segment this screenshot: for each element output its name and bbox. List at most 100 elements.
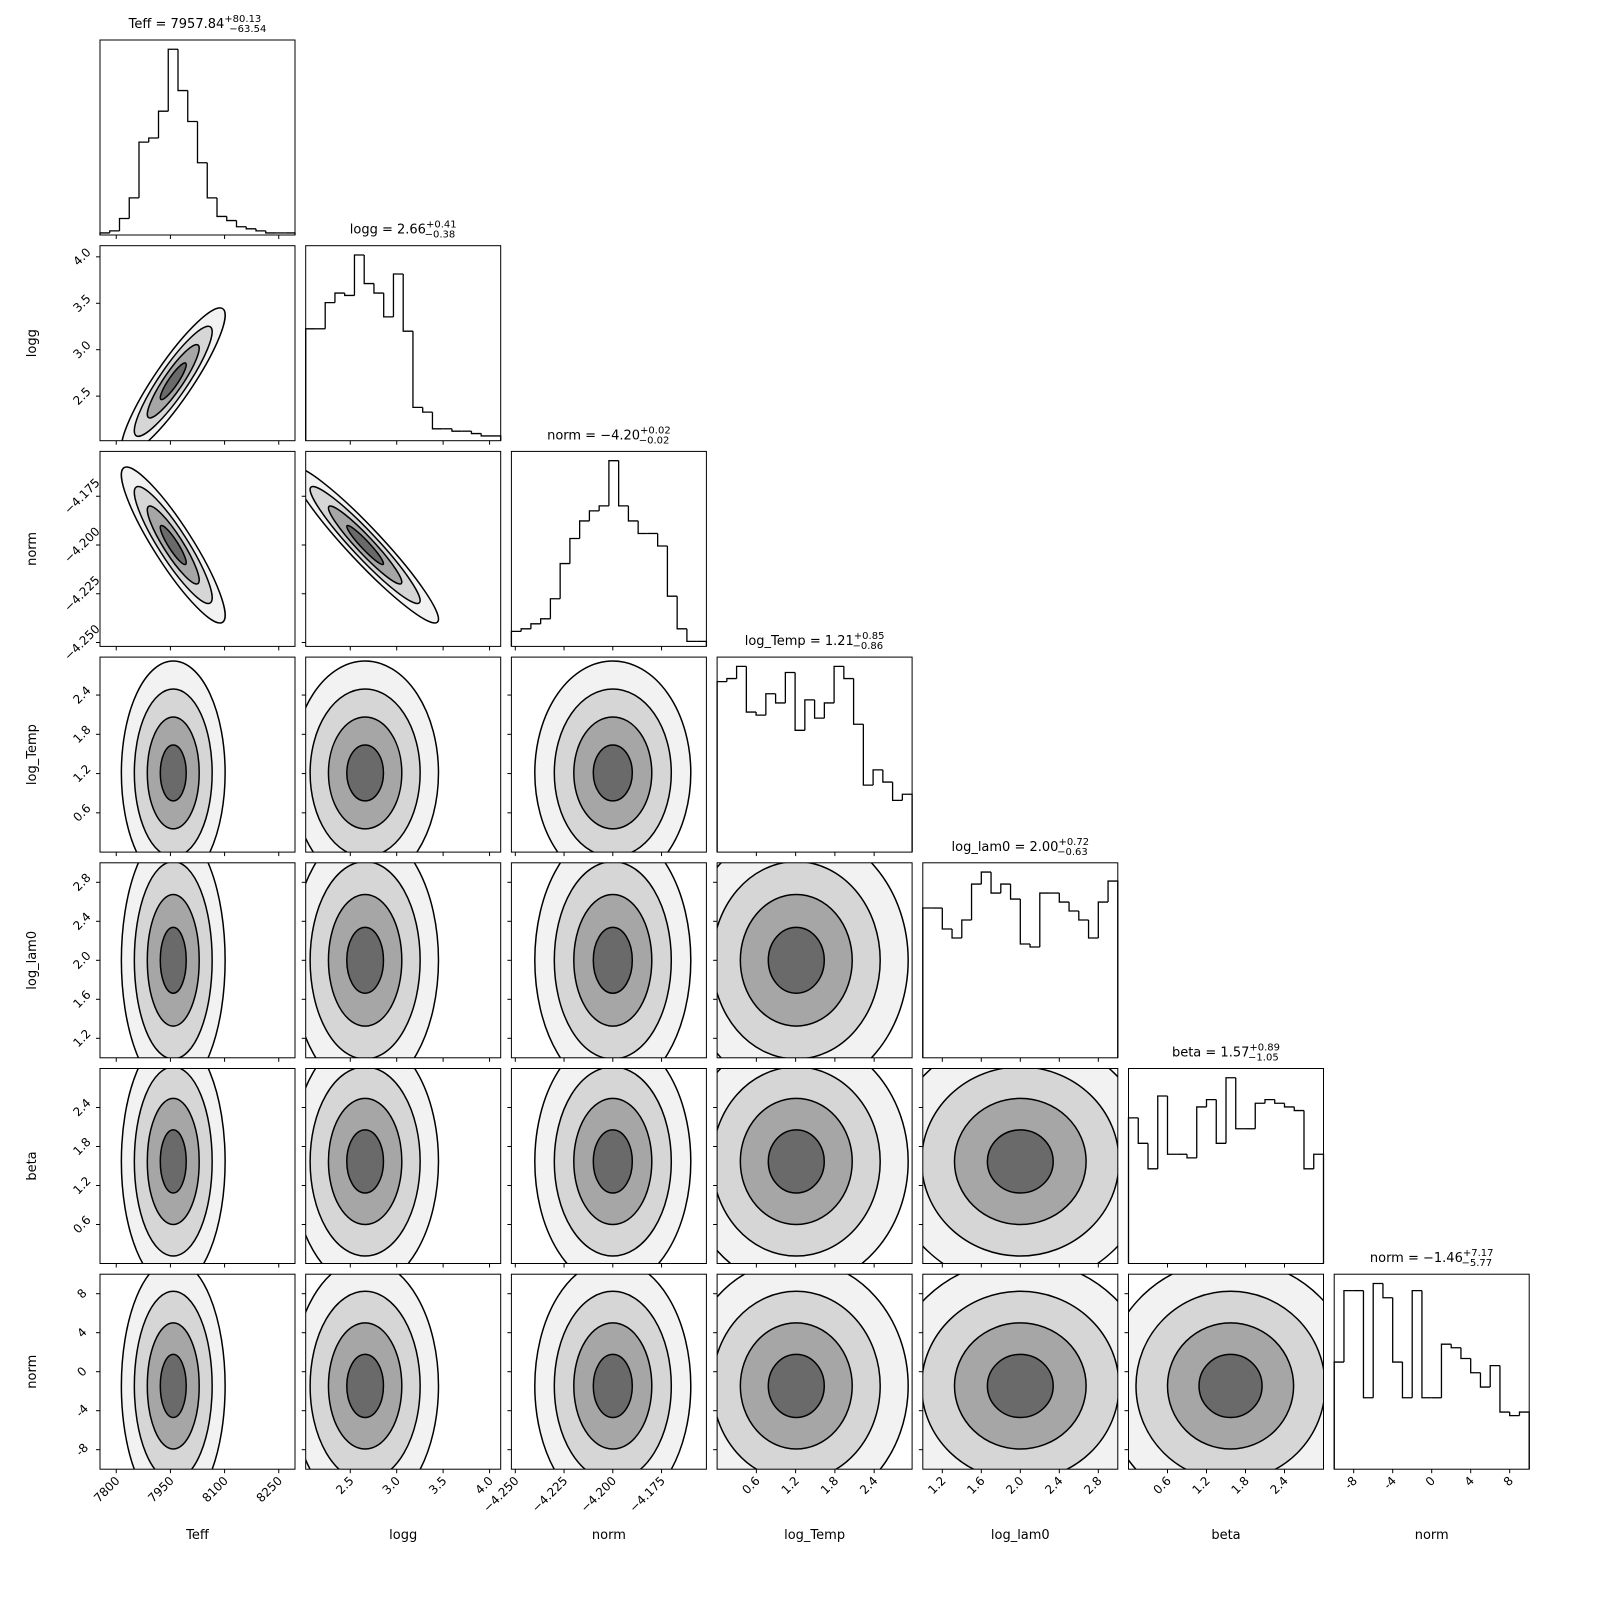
- hist-bin: [970, 883, 982, 921]
- hist-bin: [422, 407, 433, 413]
- panel: 0.6 1.2 1.8 2.4 beta: [1124, 1273, 1324, 1543]
- hist-bin: [1518, 1411, 1530, 1470]
- y-axis-label: norm: [25, 1355, 40, 1389]
- hist-bin: [1392, 1297, 1403, 1363]
- hist-bin: [480, 433, 491, 437]
- hist-bin: [922, 907, 933, 1058]
- x-tick-label: 2.0: [1003, 1474, 1026, 1497]
- x-tick-label: 2.4: [1042, 1474, 1065, 1497]
- y-tick-label: 0: [74, 1364, 89, 1379]
- hist-bin: [1382, 1283, 1393, 1299]
- y-tick-label: -4: [73, 1402, 91, 1420]
- hist-bin: [540, 618, 551, 624]
- panel: [918, 1068, 1119, 1268]
- title-sup: +80.13: [224, 14, 261, 25]
- hist-bin: [402, 274, 413, 332]
- panel-frame: [99, 1068, 296, 1264]
- hist-bin: [1362, 1290, 1374, 1399]
- y-tick-label: 1.8: [70, 1135, 93, 1158]
- hist-bin: [598, 505, 609, 511]
- panel: beta = 1.57+0.89 −1.05: [1127, 1043, 1325, 1268]
- panel: [713, 862, 913, 1062]
- hist-bin: [1264, 1098, 1275, 1104]
- panel-frame: [305, 1068, 502, 1264]
- hist-bin: [1107, 880, 1119, 1058]
- hist-bin: [1470, 1358, 1481, 1374]
- x-tick-label: 1.8: [818, 1474, 841, 1497]
- hist-bin: [588, 510, 600, 521]
- hist-bin: [470, 431, 482, 435]
- density: [922, 1068, 1118, 1264]
- hist-bin: [353, 254, 365, 296]
- panel-title: log_lam0 = 2.00+0.72 −0.63: [952, 837, 1090, 858]
- panel-frame: [305, 245, 502, 442]
- hist-bin: [862, 724, 874, 786]
- hist-bin: [373, 283, 384, 294]
- y-tick-label: 8: [74, 1286, 89, 1301]
- hist-bin: [334, 292, 345, 303]
- density: [534, 1274, 692, 1470]
- y-tick-label: 4: [74, 1325, 89, 1340]
- title-sup: +0.41: [426, 220, 457, 231]
- contour: [346, 524, 385, 566]
- y-axis-label: beta: [25, 1151, 40, 1180]
- hist-bin: [1235, 1077, 1246, 1130]
- hist-bin: [235, 220, 247, 228]
- y-tick-label: 0.6: [70, 801, 93, 824]
- hist-bin: [1078, 911, 1089, 921]
- hist-bin: [813, 699, 825, 719]
- hist-bin: [765, 693, 776, 716]
- contour: [592, 744, 634, 802]
- hist-bin: [412, 331, 423, 409]
- hist-bin: [1499, 1365, 1510, 1413]
- y-tick-label: 3.0: [70, 338, 93, 361]
- title-sup: +0.85: [854, 631, 885, 642]
- title-sub: −0.86: [852, 641, 883, 652]
- x-tick-label: 8250: [254, 1474, 285, 1505]
- panel: norm = −4.20+0.02 −0.02: [510, 425, 708, 651]
- hist-bin: [1225, 1077, 1236, 1144]
- hist-bin: [666, 546, 678, 597]
- hist-bin: [1333, 1361, 1344, 1470]
- contour: [767, 1353, 826, 1419]
- hist-bin: [1137, 1117, 1148, 1144]
- hist-bin: [206, 162, 217, 199]
- panel: 0.6 1.2 1.8 2.4 log_Temp: [713, 1273, 913, 1543]
- hist-bin: [735, 665, 747, 679]
- hist-bin: [1450, 1344, 1461, 1349]
- hist-bin: [1283, 1103, 1295, 1108]
- panel: [301, 450, 502, 651]
- hist-bin: [745, 666, 757, 713]
- panel-frame: [716, 862, 913, 1059]
- hist-bin: [901, 793, 913, 853]
- hist-bin: [637, 520, 648, 535]
- hist-bin: [187, 90, 198, 123]
- hist-bin: [1479, 1372, 1491, 1388]
- panel-frame: [305, 450, 502, 647]
- x-tick-label: 4: [1462, 1474, 1477, 1489]
- hist-bin: [324, 301, 335, 329]
- x-tick-label: 0.6: [739, 1474, 762, 1497]
- x-tick-label: 8: [1501, 1474, 1516, 1489]
- hist-bin: [196, 121, 208, 164]
- panel-frame: [1333, 1273, 1530, 1470]
- density: [305, 1068, 440, 1264]
- y-tick-label: 0.6: [70, 1213, 93, 1236]
- panel-frame: [510, 1068, 707, 1264]
- panel-frame: [305, 656, 502, 853]
- hist-bin: [157, 110, 169, 139]
- density: [305, 466, 440, 624]
- contour: [592, 1353, 634, 1419]
- x-tick-label: -8: [1342, 1474, 1360, 1492]
- panel-frame: [510, 656, 707, 853]
- hist-bin: [344, 293, 355, 297]
- panel-title: logg = 2.66+0.41 −0.38: [350, 220, 457, 241]
- x-tick-label: -4: [1381, 1474, 1399, 1492]
- hist-bin: [882, 769, 893, 783]
- hist-bin: [549, 598, 561, 619]
- density: [120, 1274, 226, 1470]
- contour: [592, 1129, 634, 1194]
- x-tick-label: 0.6: [1150, 1474, 1173, 1497]
- hist-bin: [216, 197, 227, 218]
